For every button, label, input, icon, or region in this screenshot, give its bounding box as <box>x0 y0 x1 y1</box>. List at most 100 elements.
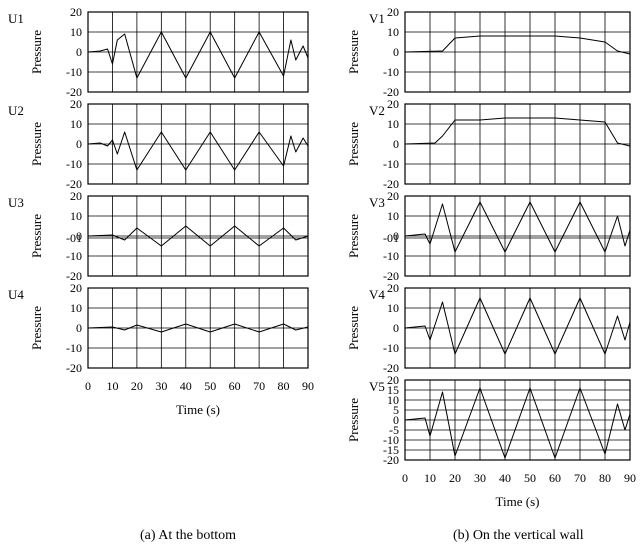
panel-v5-ytick-4: 0 <box>393 413 399 427</box>
panel-u4-ytick-0: 20 <box>70 281 82 295</box>
panel-v5-ytick-2: 10 <box>387 393 399 407</box>
panel-v5-xtick-3: 30 <box>474 471 486 485</box>
panel-v1-ytick-2: 0 <box>393 45 399 59</box>
panel-v2-ytick-4: -20 <box>383 177 399 191</box>
panel-u4-xtick-5: 50 <box>204 379 216 393</box>
panel-u4-xtick-6: 60 <box>229 379 241 393</box>
panel-v4-label: V4 <box>369 287 385 302</box>
panel-u3-ytick-5: -20 <box>66 269 82 283</box>
panel-v2-ytick-2: 0 <box>393 137 399 151</box>
panel-v5-xtick-0: 0 <box>402 471 408 485</box>
panel-v3-ytick-2: 0 <box>393 229 399 243</box>
panel-v4-ytick-2: 0 <box>393 321 399 335</box>
panel-v4-ytick-0: 20 <box>387 281 399 295</box>
panel-u3-series-0 <box>87 225 309 247</box>
panel-v5-xtick-7: 70 <box>574 471 586 485</box>
panel-v5-ytick-0: 20 <box>387 373 399 387</box>
panel-u2-ytick-3: -10 <box>66 157 82 171</box>
panel-u4-xtick-9: 90 <box>302 379 314 393</box>
panel-v4-series-0 <box>404 297 631 355</box>
panel-v5-ytick-6: -10 <box>383 433 399 447</box>
panel-u4-ytick-4: -20 <box>66 361 82 375</box>
panel-u4-ytick-3: -10 <box>66 341 82 355</box>
panel-u4-xtick-0: 0 <box>85 379 91 393</box>
panel-u2-ytick-4: -20 <box>66 177 82 191</box>
panel-v5-xtick-2: 20 <box>449 471 461 485</box>
panel-v5-xtick-6: 60 <box>549 471 561 485</box>
panel-v5-ylabel: Pressure <box>346 398 361 442</box>
panel-u2-ytick-0: 20 <box>70 97 82 111</box>
panel-u4-xtick-3: 30 <box>155 379 167 393</box>
panel-v5-xtick-8: 80 <box>599 471 611 485</box>
panel-u1-ytick-4: -20 <box>66 85 82 99</box>
panel-v1-label: V1 <box>369 11 385 26</box>
panel-v3-series-0 <box>404 201 631 253</box>
panel-u4-ylabel: Pressure <box>29 306 44 350</box>
panel-v5-xlabel: Time (s) <box>496 494 540 509</box>
panel-v4-ytick-3: -10 <box>383 341 399 355</box>
panel-u4-xtick-7: 70 <box>253 379 265 393</box>
panel-u1-ytick-2: 0 <box>76 45 82 59</box>
panel-v4-ylabel: Pressure <box>346 306 361 350</box>
panel-v3-ytick-5: -20 <box>383 269 399 283</box>
panel-u4-series-0 <box>87 323 309 333</box>
panel-v2-label: V2 <box>369 103 385 118</box>
panel-v4-ytick-4: -20 <box>383 361 399 375</box>
panel-u4-xtick-4: 40 <box>180 379 192 393</box>
panel-v1-ylabel: Pressure <box>346 30 361 74</box>
panel-u3-label: U3 <box>8 195 24 210</box>
panel-v3-ytick-0: 20 <box>387 189 399 203</box>
panel-u2-ylabel: Pressure <box>29 122 44 166</box>
panel-v3-ylabel: Pressure <box>346 214 361 258</box>
panel-u1-ytick-0: 20 <box>70 5 82 19</box>
caption-vertical-wall: (b) On the vertical wall <box>453 528 584 543</box>
caption-bottom: (a) At the bottom <box>140 528 237 543</box>
panel-v2-ytick-3: -10 <box>383 157 399 171</box>
panel-u4-xtick-8: 80 <box>278 379 290 393</box>
panel-u1-ytick-3: -10 <box>66 65 82 79</box>
panel-v3-ytick-4: -10 <box>383 249 399 263</box>
panel-u1-series-0 <box>87 31 309 79</box>
panel-v5-ytick-8: -20 <box>383 453 399 467</box>
panel-v4-ytick-1: 10 <box>387 301 399 315</box>
panel-u4-ytick-1: 10 <box>70 301 82 315</box>
panel-v5-series-0 <box>404 387 631 459</box>
panel-v2-ylabel: Pressure <box>346 122 361 166</box>
panel-v2-ytick-0: 20 <box>387 97 399 111</box>
panel-u4-label: U4 <box>8 287 24 302</box>
panel-v3-ytick-1: 10 <box>387 209 399 223</box>
panel-v1-ytick-4: -20 <box>383 85 399 99</box>
panel-u3-ytick-4: -10 <box>66 249 82 263</box>
panel-u4-xtick-2: 20 <box>131 379 143 393</box>
panel-v2-ytick-1: 10 <box>387 117 399 131</box>
panel-u3-ylabel: Pressure <box>29 214 44 258</box>
panel-u1-ytick-1: 10 <box>70 25 82 39</box>
panel-v5-xtick-9: 90 <box>624 471 636 485</box>
panel-v1-ytick-3: -10 <box>383 65 399 79</box>
panel-v5-ytick-1: 15 <box>387 383 399 397</box>
panel-v1-ytick-1: 10 <box>387 25 399 39</box>
panel-v1-series-0 <box>404 35 631 55</box>
panel-v5-ytick-7: -15 <box>383 443 399 457</box>
panel-u3-ytick-2: 0 <box>76 229 82 243</box>
panel-v5-ytick-5: -5 <box>389 423 399 437</box>
panel-u3-ytick-1: 10 <box>70 209 82 223</box>
panel-u2-ytick-2: 0 <box>76 137 82 151</box>
panel-u4-xlabel: Time (s) <box>176 402 220 417</box>
panel-v5-xtick-1: 10 <box>424 471 436 485</box>
panel-u2-label: U2 <box>8 103 24 118</box>
panel-v3-ytick-3: -01 <box>383 231 399 245</box>
panel-u4-xtick-1: 10 <box>106 379 118 393</box>
panel-v5-xtick-4: 40 <box>499 471 511 485</box>
panel-u2-series-0 <box>87 131 309 171</box>
panel-v5-ytick-3: 5 <box>393 403 399 417</box>
panel-u1-label: U1 <box>8 11 24 26</box>
panel-v1-ytick-0: 20 <box>387 5 399 19</box>
panel-v3-label: V3 <box>369 195 385 210</box>
panel-u1-ylabel: Pressure <box>29 30 44 74</box>
panel-v5-label: V5 <box>369 379 385 394</box>
panel-u3-ytick-0: 20 <box>70 189 82 203</box>
panel-u2-ytick-1: 10 <box>70 117 82 131</box>
panel-u4-ytick-2: 0 <box>76 321 82 335</box>
